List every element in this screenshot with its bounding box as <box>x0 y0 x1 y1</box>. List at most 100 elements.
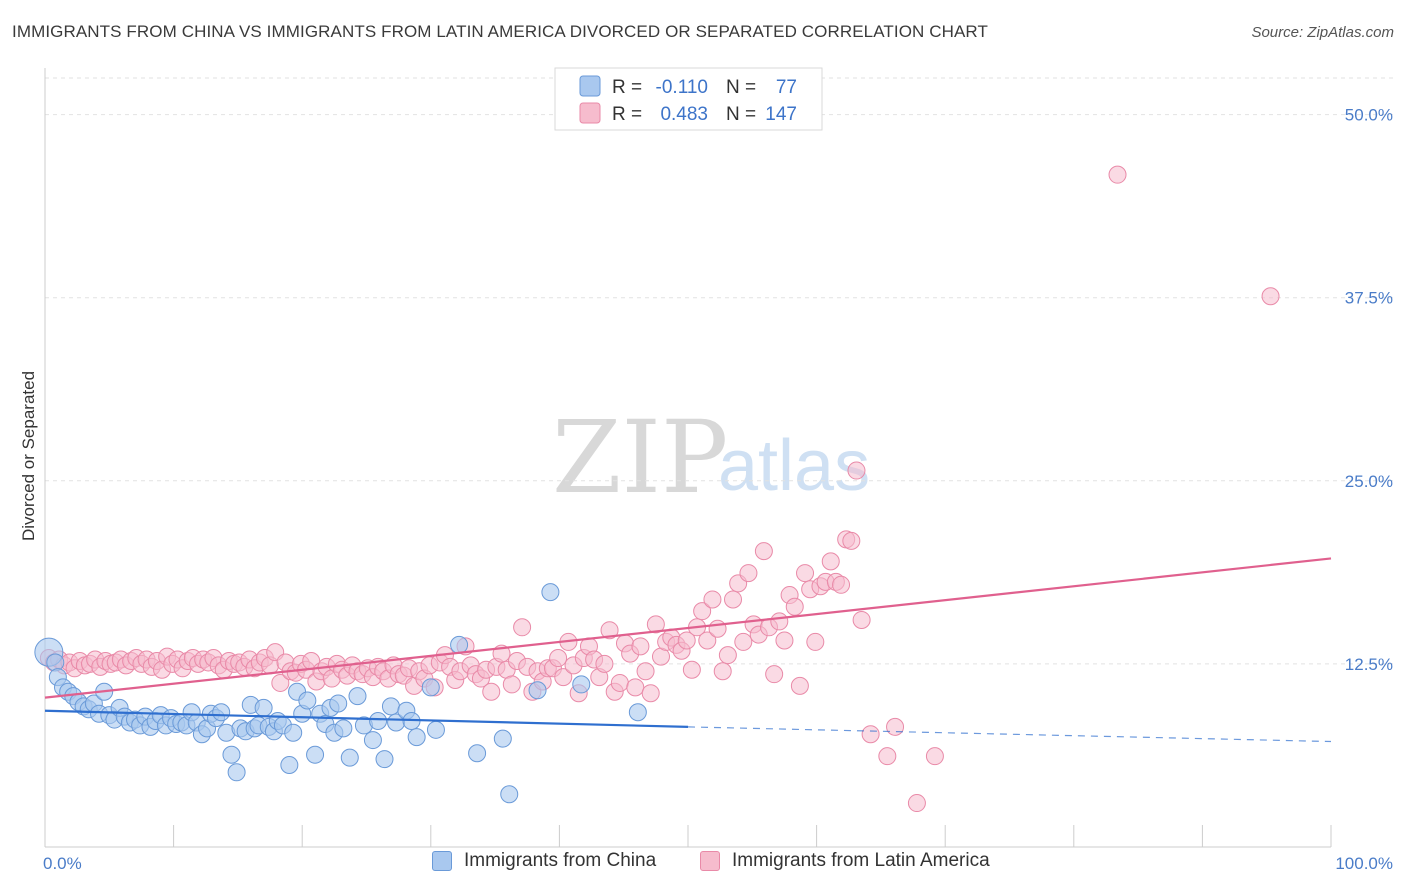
data-point-china <box>375 750 394 769</box>
data-point-latam <box>718 646 737 665</box>
legend-n-value-latam: 147 <box>765 104 797 125</box>
data-point-china <box>298 691 317 710</box>
legend-label-china: Immigrants from China <box>464 850 657 871</box>
data-point-latam <box>775 631 794 650</box>
data-point-latam <box>724 590 743 609</box>
data-point-china <box>407 728 426 747</box>
data-point-china <box>450 635 469 654</box>
data-point-latam <box>847 461 866 480</box>
trend-line-china <box>44 709 689 728</box>
data-point-latam <box>785 597 804 616</box>
stats-legend: R = -0.110 N = 77 R = 0.483 N = 147 <box>554 67 823 131</box>
y-axis-label: Divorced or Separated <box>19 371 38 541</box>
data-point-latam <box>600 621 619 640</box>
data-point-latam <box>878 747 897 766</box>
data-point-china <box>348 687 367 706</box>
data-point-china <box>329 694 348 713</box>
legend-r-label-china: R = <box>612 77 642 98</box>
chart-title: IMMIGRANTS FROM CHINA VS IMMIGRANTS FROM… <box>12 22 988 41</box>
data-point-latam <box>626 678 645 697</box>
data-point-latam <box>631 637 650 656</box>
legend-n-label-china: N = <box>726 77 756 98</box>
data-point-latam <box>549 649 568 668</box>
y-tick-labels: 12.5% 25.0% 37.5% 50.0% <box>1345 106 1393 674</box>
data-point-latam <box>708 619 727 638</box>
legend-r-label-latam: R = <box>612 104 642 125</box>
data-point-china <box>284 723 303 742</box>
data-point-latam <box>886 717 905 736</box>
y-tick-label: 37.5% <box>1345 289 1393 308</box>
data-point-latam <box>754 542 773 561</box>
data-point-china <box>222 745 241 764</box>
data-point-latam <box>734 632 753 651</box>
data-point-china <box>572 675 591 694</box>
data-point-latam <box>677 631 696 650</box>
data-point-latam <box>513 618 532 637</box>
data-point-china <box>212 703 231 722</box>
data-point-china <box>334 719 353 738</box>
data-point-latam <box>861 725 880 744</box>
trend-line-latam <box>44 557 1332 699</box>
x-tick-label-end: 100.0% <box>1335 854 1393 873</box>
data-point-latam <box>646 615 665 634</box>
data-point-latam <box>821 552 840 571</box>
data-point-latam <box>502 675 521 694</box>
x-tick-label-start: 0.0% <box>43 854 82 873</box>
watermark-atlas: atlas <box>718 426 870 506</box>
data-point-latam <box>1261 287 1280 306</box>
data-point-china <box>500 785 519 804</box>
data-point-china <box>468 744 487 763</box>
data-point-latam <box>765 665 784 684</box>
legend-swatch-latam <box>579 102 601 124</box>
legend-swatch-china <box>579 75 601 97</box>
data-point-latam <box>595 654 614 673</box>
data-point-latam <box>698 631 717 650</box>
series-china-points <box>34 583 647 804</box>
data-point-latam <box>482 682 501 701</box>
data-point-latam <box>713 662 732 681</box>
legend-swatch-latam-bottom <box>700 851 720 871</box>
data-point-latam <box>739 564 758 583</box>
data-point-latam <box>610 673 629 692</box>
legend-swatch-china-bottom <box>432 851 452 871</box>
data-point-latam <box>770 612 789 631</box>
data-point-china <box>426 720 445 739</box>
data-point-china <box>306 745 325 764</box>
data-point-latam <box>636 662 655 681</box>
legend-r-value-latam: 0.483 <box>660 104 708 125</box>
data-point-latam <box>682 660 701 679</box>
data-point-latam <box>271 673 290 692</box>
data-point-china <box>369 712 388 731</box>
y-tick-label: 50.0% <box>1345 106 1393 125</box>
data-point-china <box>628 703 647 722</box>
trend-lines <box>44 557 1332 743</box>
x-ticks: 0.0% 100.0% <box>43 825 1393 873</box>
data-point-china <box>493 729 512 748</box>
source-label: Source: ZipAtlas.com <box>1251 24 1394 41</box>
legend-n-label-latam: N = <box>726 104 756 125</box>
data-point-china <box>280 755 299 774</box>
y-tick-label: 25.0% <box>1345 472 1393 491</box>
data-point-latam <box>925 747 944 766</box>
legend-label-latam: Immigrants from Latin America <box>732 850 990 871</box>
data-point-latam <box>907 794 926 813</box>
legend-n-value-china: 77 <box>776 77 797 98</box>
grid-lines <box>45 77 1393 665</box>
trend-line-china-extrapolated <box>687 726 1332 743</box>
data-point-latam <box>832 575 851 594</box>
data-point-latam <box>806 632 825 651</box>
data-point-latam <box>641 684 660 703</box>
legend-item-china[interactable]: Immigrants from China <box>432 850 656 872</box>
series-latam-points <box>39 165 1280 813</box>
data-point-latam <box>842 531 861 550</box>
data-point-china <box>46 653 65 672</box>
data-point-china <box>541 583 560 602</box>
data-point-latam <box>796 564 815 583</box>
legend-item-latam[interactable]: Immigrants from Latin America <box>700 850 990 872</box>
y-tick-label: 12.5% <box>1345 655 1393 674</box>
data-point-latam <box>852 610 871 629</box>
data-point-latam <box>693 602 712 621</box>
data-point-china <box>363 731 382 750</box>
data-point-china <box>528 681 547 700</box>
